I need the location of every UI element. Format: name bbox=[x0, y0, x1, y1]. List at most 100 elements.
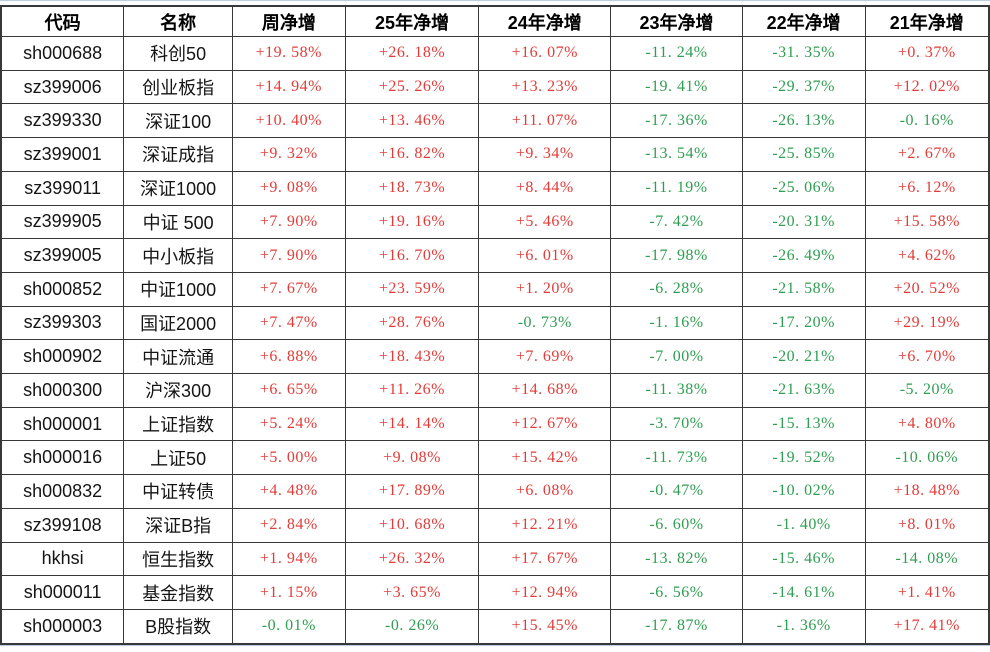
table-row: sh000688 科创50 +19. 58% +26. 18% +16. 07% -11.… bbox=[0, 36, 990, 71]
value-cell: +2. 84% bbox=[231, 507, 346, 543]
index-name: 科创50 bbox=[123, 36, 233, 71]
value-cell: -6. 28% bbox=[610, 271, 743, 307]
table-row: sh000300 沪深300 +6. 65% +11. 26% +14. 68% -11.… bbox=[0, 373, 990, 408]
index-name: 深证成指 bbox=[123, 137, 233, 172]
index-code: sh000902 bbox=[0, 339, 125, 375]
index-name: 创业板指 bbox=[123, 69, 233, 105]
value-cell: -20. 21% bbox=[741, 339, 866, 375]
value-cell: +28. 76% bbox=[344, 305, 480, 341]
value-cell: -25. 06% bbox=[741, 170, 866, 206]
index-name: 上证指数 bbox=[123, 406, 233, 442]
value-cell: -17. 20% bbox=[741, 305, 866, 341]
value-cell: +10. 68% bbox=[344, 507, 480, 543]
value-cell: +12. 67% bbox=[478, 406, 612, 442]
table-row: sh000832 中证转债 +4. 48% +17. 89% +6. 08% -0. 47… bbox=[0, 474, 990, 509]
table-row: sh000001 上证指数 +5. 24% +14. 14% +12. 67% -3. 7… bbox=[0, 406, 990, 442]
table-row: sh000016 上证50 +5. 00% +9. 08% +15. 42% -11. 7… bbox=[0, 440, 990, 476]
value-cell: +7. 90% bbox=[231, 238, 346, 273]
table-row: sz399108 深证B指 +2. 84% +10. 68% +12. 21% -6. 6… bbox=[0, 507, 990, 543]
value-cell: -17. 36% bbox=[610, 103, 743, 139]
value-cell: +5. 00% bbox=[231, 440, 346, 476]
value-cell: +1. 94% bbox=[231, 541, 346, 577]
index-name: 中证转债 bbox=[123, 474, 233, 509]
value-cell: -15. 13% bbox=[741, 406, 866, 442]
index-code: sh000003 bbox=[0, 608, 125, 645]
index-name: B股指数 bbox=[123, 608, 233, 645]
value-cell: -6. 56% bbox=[610, 575, 743, 610]
index-name: 中小板指 bbox=[123, 238, 233, 273]
value-cell: +15. 45% bbox=[478, 608, 612, 645]
value-cell: -11. 19% bbox=[610, 170, 743, 206]
index-code: sz399108 bbox=[0, 507, 125, 543]
table-row: sh000011 基金指数 +1. 15% +3. 65% +12. 94% -6. 56… bbox=[0, 575, 990, 610]
value-cell: -7. 42% bbox=[610, 204, 743, 240]
value-cell: +25. 26% bbox=[344, 69, 480, 105]
table-row: sh000902 中证流通 +6. 88% +18. 43% +7. 69% -7. 00… bbox=[0, 339, 990, 375]
index-code: sz399005 bbox=[0, 238, 125, 273]
value-cell: -0. 16% bbox=[864, 103, 990, 139]
value-cell: -21. 63% bbox=[741, 373, 866, 408]
value-cell: -0. 73% bbox=[478, 305, 612, 341]
value-cell: +11. 26% bbox=[344, 373, 480, 408]
value-cell: +4. 80% bbox=[864, 406, 990, 442]
index-name: 中证流通 bbox=[123, 339, 233, 375]
value-cell: -14. 08% bbox=[864, 541, 990, 577]
index-code: sz399011 bbox=[0, 170, 125, 206]
index-name: 基金指数 bbox=[123, 575, 233, 610]
index-performance-table: 代码 名称 周净增 25年净增 24年净增 23年净增 22年净增 21年净增 sh00068… bbox=[0, 5, 990, 645]
value-cell: +16. 70% bbox=[344, 238, 480, 273]
value-cell: -5. 20% bbox=[864, 373, 990, 408]
value-cell: -11. 73% bbox=[610, 440, 743, 476]
value-cell: +20. 52% bbox=[864, 271, 990, 307]
table-row: sz399001 深证成指 +9. 32% +16. 82% +9. 34% -13. 5… bbox=[0, 137, 990, 172]
index-code: sh000300 bbox=[0, 373, 125, 408]
value-cell: -29. 37% bbox=[741, 69, 866, 105]
column-header-1: 名称 bbox=[123, 5, 233, 37]
value-cell: +26. 18% bbox=[344, 36, 480, 71]
value-cell: +17. 89% bbox=[344, 474, 480, 509]
value-cell: -17. 87% bbox=[610, 608, 743, 645]
value-cell: +15. 58% bbox=[864, 204, 990, 240]
value-cell: -0. 01% bbox=[231, 608, 346, 645]
value-cell: +12. 02% bbox=[864, 69, 990, 105]
index-code: sh000016 bbox=[0, 440, 125, 476]
column-header-0: 代码 bbox=[0, 5, 125, 37]
value-cell: +8. 44% bbox=[478, 170, 612, 206]
value-cell: -17. 98% bbox=[610, 238, 743, 273]
value-cell: +2. 67% bbox=[864, 137, 990, 172]
value-cell: -0. 26% bbox=[344, 608, 480, 645]
value-cell: +26. 32% bbox=[344, 541, 480, 577]
value-cell: -20. 31% bbox=[741, 204, 866, 240]
value-cell: +9. 34% bbox=[478, 137, 612, 172]
value-cell: +13. 23% bbox=[478, 69, 612, 105]
value-cell: +16. 82% bbox=[344, 137, 480, 172]
table-row: sz399006 创业板指 +14. 94% +25. 26% +13. 23% -19.… bbox=[0, 69, 990, 105]
value-cell: +6. 01% bbox=[478, 238, 612, 273]
value-cell: +5. 46% bbox=[478, 204, 612, 240]
table-row: sz399303 国证2000 +7. 47% +28. 76% -0. 73% -1. … bbox=[0, 305, 990, 341]
value-cell: +18. 48% bbox=[864, 474, 990, 509]
value-cell: +9. 08% bbox=[344, 440, 480, 476]
value-cell: +9. 32% bbox=[231, 137, 346, 172]
index-code: sh000832 bbox=[0, 474, 125, 509]
index-code: sh000688 bbox=[0, 36, 125, 71]
value-cell: +3. 65% bbox=[344, 575, 480, 610]
value-cell: +6. 65% bbox=[231, 373, 346, 408]
index-code: sz399905 bbox=[0, 204, 125, 240]
index-name: 中证 500 bbox=[123, 204, 233, 240]
index-name: 国证2000 bbox=[123, 305, 233, 341]
value-cell: +7. 67% bbox=[231, 271, 346, 307]
index-name: 中证1000 bbox=[123, 271, 233, 307]
value-cell: +18. 43% bbox=[344, 339, 480, 375]
value-cell: +19. 16% bbox=[344, 204, 480, 240]
index-code: sh000852 bbox=[0, 271, 125, 307]
gridline-strip-bottom bbox=[0, 645, 990, 652]
value-cell: +5. 24% bbox=[231, 406, 346, 442]
table-row: sh000003 B股指数 -0. 01% -0. 26% +15. 45% -17. 8… bbox=[0, 608, 990, 645]
value-cell: +19. 58% bbox=[231, 36, 346, 71]
value-cell: +17. 67% bbox=[478, 541, 612, 577]
value-cell: +12. 94% bbox=[478, 575, 612, 610]
column-header-7: 21年净增 bbox=[864, 5, 990, 37]
value-cell: -0. 47% bbox=[610, 474, 743, 509]
